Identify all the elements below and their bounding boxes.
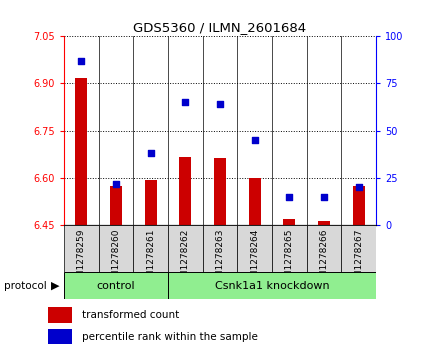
Title: GDS5360 / ILMN_2601684: GDS5360 / ILMN_2601684 [133, 21, 307, 34]
Bar [64, 272, 168, 299]
Bar [272, 225, 307, 272]
Bar [283, 219, 296, 225]
Bar [99, 225, 133, 272]
Text: GSM1278267: GSM1278267 [354, 229, 363, 289]
Text: GSM1278259: GSM1278259 [77, 229, 86, 289]
Bar [179, 158, 191, 225]
Bar [203, 225, 237, 272]
Point [286, 194, 293, 200]
Point [147, 150, 154, 156]
Text: GSM1278261: GSM1278261 [146, 229, 155, 289]
Point [251, 137, 258, 143]
Bar [307, 225, 341, 272]
Point [112, 181, 119, 187]
Bar [353, 186, 365, 225]
Bar [64, 225, 99, 272]
Bar [237, 225, 272, 272]
Bar [341, 225, 376, 272]
Bar [318, 221, 330, 225]
Text: protocol: protocol [4, 281, 47, 291]
Text: percentile rank within the sample: percentile rank within the sample [82, 332, 258, 342]
Bar [133, 225, 168, 272]
Point [356, 184, 363, 190]
Text: control: control [96, 281, 135, 291]
Text: GSM1278262: GSM1278262 [181, 229, 190, 289]
Bar [168, 272, 376, 299]
Point [216, 101, 224, 107]
Point [182, 99, 189, 105]
Text: GSM1278266: GSM1278266 [319, 229, 329, 289]
Bar [144, 180, 157, 225]
Bar [48, 329, 72, 344]
Text: GSM1278264: GSM1278264 [250, 229, 259, 289]
Text: GSM1278263: GSM1278263 [216, 229, 224, 289]
Text: ▶: ▶ [51, 281, 59, 291]
Point [321, 194, 328, 200]
Bar [214, 158, 226, 225]
Point [77, 58, 84, 64]
Text: GSM1278260: GSM1278260 [111, 229, 121, 289]
Bar [75, 78, 87, 225]
Bar [249, 178, 261, 225]
Text: Csnk1a1 knockdown: Csnk1a1 knockdown [215, 281, 330, 291]
Text: GSM1278265: GSM1278265 [285, 229, 294, 289]
Text: transformed count: transformed count [82, 310, 179, 320]
Bar [110, 186, 122, 225]
Bar [168, 225, 203, 272]
Bar [48, 307, 72, 323]
